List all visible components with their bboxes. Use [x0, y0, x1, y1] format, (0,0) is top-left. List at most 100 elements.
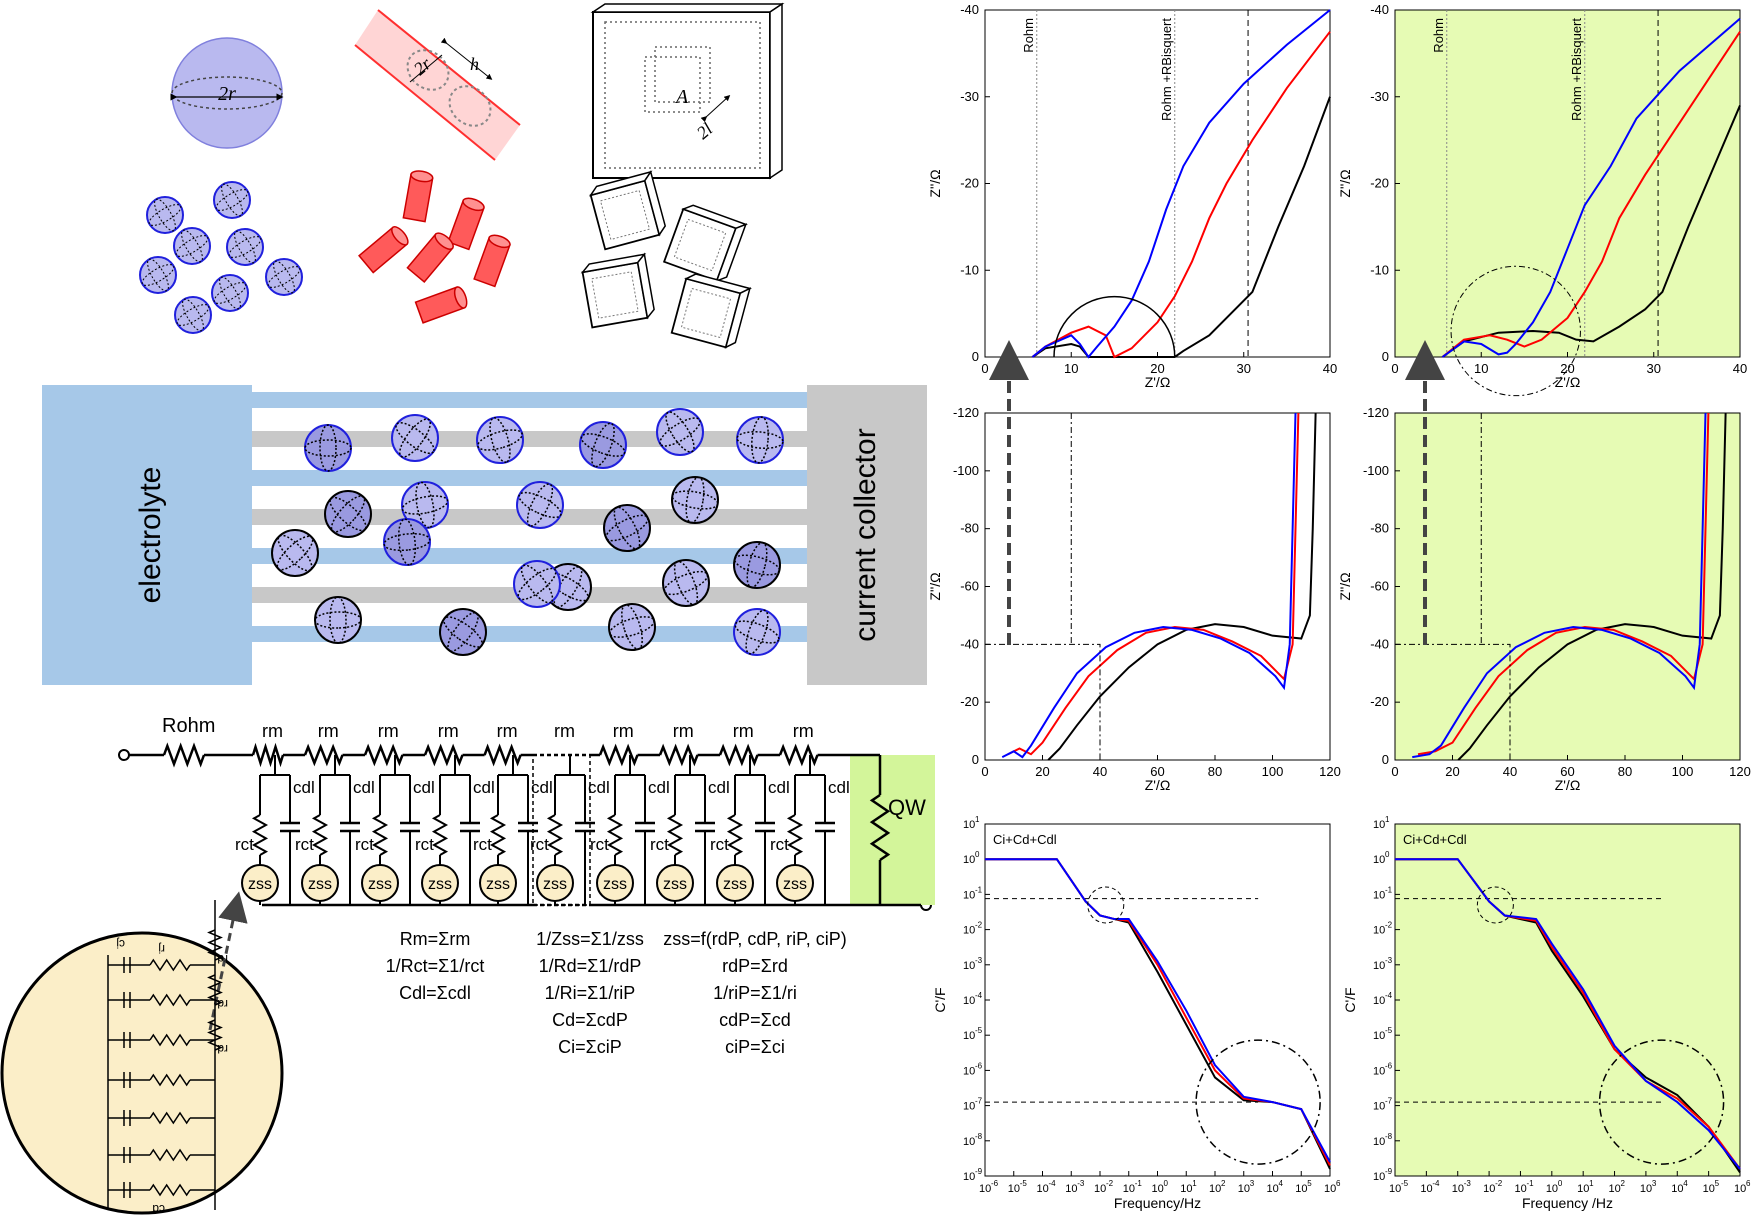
cylinder-length-label: h: [470, 54, 479, 74]
x-tick-label: 10: [1094, 1183, 1106, 1195]
x-tick-label: 40: [1503, 764, 1517, 779]
x-tick-label: 10: [979, 1183, 991, 1195]
r-m-resistor: [658, 743, 699, 767]
x-axis-label: Z'/Ω: [1555, 374, 1581, 390]
electrode-particle: [314, 596, 362, 644]
y-tick-exponent: -5: [975, 1026, 983, 1035]
series-line-black: [1031, 96, 1331, 358]
x-tick-exponent: -3: [1077, 1179, 1085, 1188]
equation-line: 1/Ri=Σ1/riP: [545, 983, 636, 1003]
r-m-resistor: [303, 743, 344, 767]
r-m-label: rm: [673, 721, 694, 741]
c-dl-label: cdl: [531, 778, 553, 797]
equation-line: 1/Zss=Σ1/zss: [536, 929, 644, 949]
r-ct-resistor: [311, 814, 329, 856]
y-tick-exponent: -8: [1385, 1132, 1393, 1141]
cylinder-particle: [473, 234, 511, 288]
y-tick-label: 10: [1373, 819, 1385, 831]
x-axis-label: Z'/Ω: [1145, 777, 1171, 793]
r-ct-resistor: [726, 814, 744, 856]
electrolyte-region: [42, 385, 252, 685]
chart-plot-area: [984, 9, 1331, 358]
series-line-blue: [1001, 412, 1297, 759]
x-tick-exponent: -2: [1495, 1179, 1503, 1188]
x-tick-label: 10: [1420, 1183, 1432, 1195]
r-ct-label: rct: [473, 835, 492, 854]
y-tick-exponent: -9: [1385, 1167, 1393, 1176]
x-tick-label: 10: [1546, 1183, 1558, 1195]
y-tick-label: -20: [960, 694, 979, 709]
plate-particle: [662, 204, 748, 283]
y-tick-label: 0: [1382, 752, 1389, 767]
y-tick-exponent: 0: [1385, 850, 1390, 859]
y-tick-exponent: -1: [975, 885, 983, 894]
electrolyte-label: electrolyte: [134, 467, 167, 604]
y-tick-label: 10: [963, 995, 975, 1007]
equation-line: 1/riP=Σ1/ri: [713, 983, 797, 1003]
r-ct-label: rct: [235, 835, 254, 854]
r-ct-resistor: [546, 814, 564, 856]
y-tick-label: 10: [963, 1136, 975, 1148]
chart-nyquist-zoom-left: 0 10 20 30 40 0 -10 -20 -30 -40 Z'/Ω Z''/Ω Rohm Rohm …: [927, 2, 1337, 390]
y-axis-label: Z''/Ω: [1337, 169, 1353, 197]
equation-line: Rm=Σrm: [400, 929, 471, 949]
y-tick-exponent: -1: [1385, 885, 1393, 894]
inset-ladder-rung: [108, 1032, 215, 1048]
plate-particle: [588, 170, 667, 251]
x-tick-label: 120: [1729, 764, 1751, 779]
chart-capacitance-right: 10 -5 10 -4 10 -3 10 -2 10 -1 10 0 10 1 10 2 10 3 10 4 10 5 10…: [1342, 815, 1751, 1211]
equation-line: Ci=ΣciP: [558, 1037, 622, 1057]
y-tick-exponent: -2: [975, 921, 983, 930]
x-tick-label: 30: [1237, 361, 1251, 376]
y-tick-label: 0: [972, 349, 979, 364]
c-dl-label: cdl: [413, 778, 435, 797]
z-ss-label: zss: [486, 876, 510, 893]
r-m-label: rm: [554, 721, 575, 741]
electrode-particle: [608, 603, 656, 651]
y-tick-label: 10: [963, 1030, 975, 1042]
x-tick-exponent: 6: [1336, 1179, 1341, 1188]
zoom-circle-small: [1087, 886, 1125, 924]
r-m-resistor: [483, 743, 522, 767]
y-tick-label: -20: [960, 176, 979, 191]
r-ct-label: rct: [355, 835, 374, 854]
x-tick-exponent: -1: [1135, 1179, 1143, 1188]
y-tick-exponent: -3: [975, 956, 983, 965]
y-tick-label: 10: [963, 925, 975, 937]
x-tick-label: 10: [1008, 1183, 1020, 1195]
x-tick-label: 0: [981, 764, 988, 779]
y-tick-label: 10: [1373, 889, 1385, 901]
c-dl-label: cdl: [473, 778, 495, 797]
r-m-label: rm: [378, 721, 399, 741]
x-tick-label: 10: [1671, 1183, 1683, 1195]
inset-zss-detail: cj rj rd rd rd cd: [0, 891, 284, 1216]
x-tick-exponent: 4: [1683, 1179, 1688, 1188]
y-tick-exponent: -6: [1385, 1061, 1393, 1070]
r-m-label: rm: [438, 721, 459, 741]
series-line-blue: [1412, 412, 1707, 759]
y-axis-label: Z''/Ω: [1337, 572, 1353, 600]
equations: Rm=Σrm 1/Rct=Σ1/rct Cdl=Σcdl 1/Zss=Σ1/zss 1/…: [386, 929, 847, 1057]
electrode-particle: [391, 414, 439, 462]
x-tick-label: 10: [1389, 1183, 1401, 1195]
r-ct-label: rct: [710, 835, 729, 854]
x-tick-exponent: -2: [1106, 1179, 1114, 1188]
sphere-particle: [174, 296, 212, 334]
x-tick-exponent: 1: [1589, 1179, 1594, 1188]
sphere-particle: [173, 227, 211, 265]
electrode-particle: [733, 608, 781, 656]
inset-label: cd: [152, 1202, 165, 1216]
vline-label: Rohm +RBisquert: [1159, 18, 1174, 121]
x-tick-label: 10: [1180, 1183, 1192, 1195]
electrode-particle: [476, 416, 524, 464]
x-tick-exponent: 0: [1164, 1179, 1169, 1188]
series-line-blue: [985, 858, 1331, 1163]
x-tick-label: 10: [1703, 1183, 1715, 1195]
x-tick-label: 0: [1391, 361, 1398, 376]
z-ss-label: zss: [248, 876, 272, 893]
y-tick-label: 10: [963, 1065, 975, 1077]
y-tick-label: -100: [953, 463, 979, 478]
inset-label: cj: [116, 937, 125, 951]
cylinder-particle: [402, 170, 434, 223]
x-tick-label: 10: [1514, 1183, 1526, 1195]
